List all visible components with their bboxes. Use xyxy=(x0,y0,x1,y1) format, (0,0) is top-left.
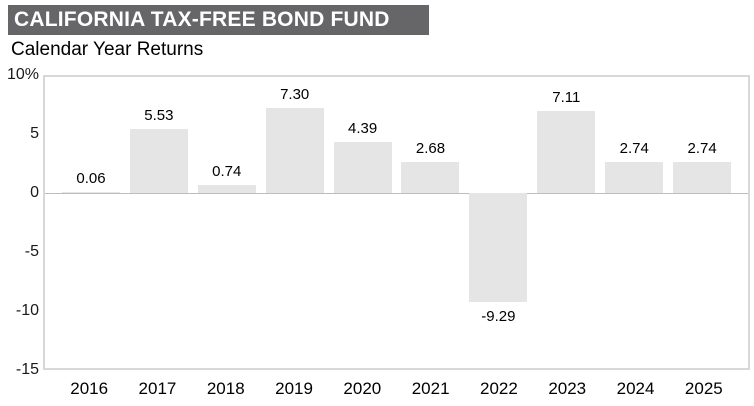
bar-value-label: 5.53 xyxy=(144,107,174,125)
bar-slot: 0.74 xyxy=(193,77,261,368)
bar-value-label: 2.74 xyxy=(619,139,649,157)
y-tick-label: 5 xyxy=(30,125,39,142)
bar-slot: 7.30 xyxy=(261,77,329,368)
x-tick-label: 2024 xyxy=(616,379,655,398)
plot-area: 0.06 5.53 0.74 7.30 4.39 2.68 -9.29 7.11 2.74 2.7… xyxy=(43,75,750,370)
bar-2020 xyxy=(333,142,392,194)
bar-2025 xyxy=(673,161,732,194)
bar-slot: 2.74 xyxy=(668,77,736,368)
bar-slot: -9.29 xyxy=(464,77,532,368)
bar-slot: 2.74 xyxy=(600,77,668,368)
y-tick-label: -15 xyxy=(15,361,39,378)
x-tick-label: 2019 xyxy=(275,379,313,398)
y-tick-label: -10 xyxy=(15,302,39,319)
fund-title-banner: CALIFORNIA TAX-FREE BOND FUND xyxy=(8,5,429,35)
bar-2016 xyxy=(61,192,120,194)
x-tick-label: 2021 xyxy=(411,379,450,398)
bar-value-label: 7.30 xyxy=(280,86,310,104)
fund-title: CALIFORNIA TAX-FREE BOND FUND xyxy=(14,8,390,31)
bar-value-label: 2.74 xyxy=(687,139,717,157)
y-tick-label: 10% xyxy=(6,66,39,83)
y-axis: 10% 5 0 -5 -10 -15 xyxy=(0,67,39,378)
bar-value-label: 4.39 xyxy=(347,120,378,138)
bar-slot: 5.53 xyxy=(125,77,193,368)
y-tick-label: -5 xyxy=(24,243,39,260)
bar-slot: 2.68 xyxy=(397,77,465,368)
x-tick-label: 2020 xyxy=(343,379,382,398)
bar-slot: 7.11 xyxy=(532,77,600,368)
bar-2022 xyxy=(469,193,528,302)
y-tick-label: 0 xyxy=(30,184,39,201)
x-tick-label: 2022 xyxy=(480,379,518,398)
bar-2024 xyxy=(605,161,664,194)
bar-value-label: 0.06 xyxy=(76,170,106,188)
x-tick-label: 2018 xyxy=(206,379,245,398)
bar-slot: 4.39 xyxy=(329,77,397,368)
bar-value-label: 2.68 xyxy=(415,140,446,158)
bar-2017 xyxy=(129,129,188,194)
bars-container: 0.06 5.53 0.74 7.30 4.39 2.68 -9.29 7.11 2.74 2.7… xyxy=(45,77,748,368)
bar-2023 xyxy=(537,110,596,194)
bar-value-label: -9.29 xyxy=(481,307,516,325)
zero-gridline xyxy=(45,193,748,195)
bar-2018 xyxy=(197,184,256,194)
bar-value-label: 0.74 xyxy=(212,162,242,180)
bar-slot: 0.06 xyxy=(57,77,125,368)
x-axis: 2016 2017 2018 2019 2020 2021 2022 2023 2024 2025 xyxy=(43,379,750,399)
bar-2021 xyxy=(401,162,460,194)
x-tick-label: 2023 xyxy=(548,379,587,398)
x-tick-label: 2017 xyxy=(138,379,177,398)
bar-2019 xyxy=(265,108,324,194)
x-tick-label: 2025 xyxy=(684,379,723,398)
bar-value-label: 7.11 xyxy=(552,88,581,106)
x-tick-label: 2016 xyxy=(70,379,109,398)
chart-subtitle: Calendar Year Returns xyxy=(11,39,204,60)
